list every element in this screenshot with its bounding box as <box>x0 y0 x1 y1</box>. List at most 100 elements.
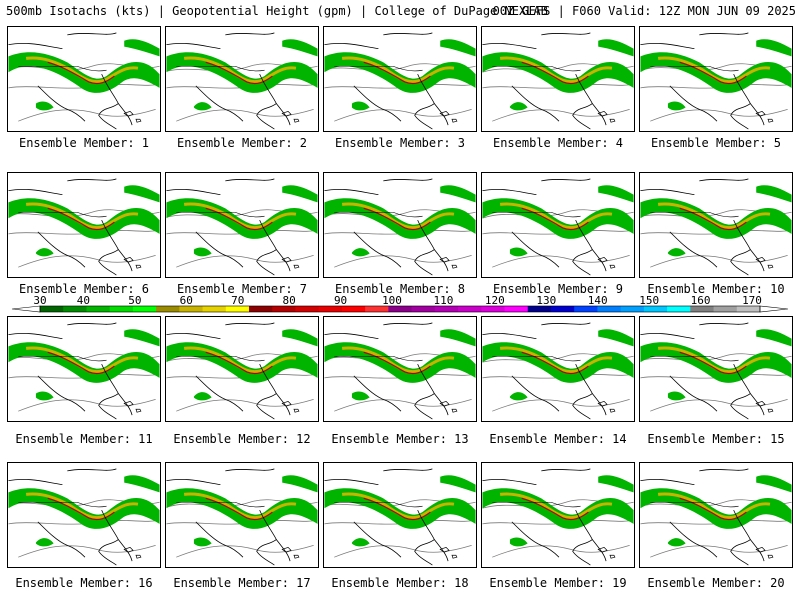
jet-core <box>47 61 115 85</box>
ensemble-member-caption: Ensemble Member: 3 <box>334 136 466 150</box>
height-contour <box>334 399 472 412</box>
colorbar-right-arrow <box>759 305 789 313</box>
islands <box>439 400 458 413</box>
coastline <box>640 468 765 566</box>
jet-core <box>499 56 613 84</box>
moisture-patch <box>667 101 686 111</box>
border-line <box>650 355 739 362</box>
border-line <box>650 501 739 508</box>
islands <box>281 400 300 413</box>
ensemble-member-caption: Ensemble Member: 12 <box>173 432 311 446</box>
colorbar-tick-label: 90 <box>334 294 347 307</box>
jet-fragment <box>440 475 476 493</box>
ensemble-member-caption: Ensemble Member: 14 <box>489 432 627 446</box>
colorbar-tick-label: 150 <box>639 294 659 307</box>
map-header: 500mb Isotachs (kts) | Geopotential Heig… <box>6 4 796 22</box>
colorbar-swatch <box>295 306 320 312</box>
moisture-patch <box>351 101 370 111</box>
coastline <box>166 178 291 276</box>
jet-streak <box>482 52 634 93</box>
jet-fragment <box>756 329 792 347</box>
colorbar-tick-label: 100 <box>382 294 402 307</box>
islands <box>439 256 458 269</box>
ensemble-member-caption: Ensemble Member: 5 <box>650 136 782 150</box>
jet-fragment <box>598 39 634 57</box>
colorbar-swatch <box>527 306 552 312</box>
jet-fragment <box>756 39 792 57</box>
islands <box>597 110 616 123</box>
height-contour <box>176 399 314 412</box>
ensemble-member-map <box>323 26 477 132</box>
moisture-patch <box>667 391 686 401</box>
jet-core <box>341 56 455 84</box>
islands <box>597 400 616 413</box>
border-line <box>650 211 739 218</box>
jet-core <box>183 492 297 520</box>
islands <box>755 546 774 559</box>
map-graphic <box>166 317 318 421</box>
jet-fragment <box>440 39 476 57</box>
border-line <box>18 65 107 72</box>
ensemble-member-map <box>481 172 635 278</box>
border-line <box>176 501 265 508</box>
jet-core <box>521 207 589 231</box>
jet-core <box>25 56 139 84</box>
map-graphic <box>166 173 318 277</box>
jet-fragment <box>598 185 634 203</box>
coastline <box>324 178 449 276</box>
colorbar-swatch <box>550 306 575 312</box>
ensemble-member-map <box>7 172 161 278</box>
jet-streak <box>482 342 634 383</box>
colorbar-swatch <box>411 306 436 312</box>
border-line <box>176 65 265 72</box>
coastline <box>166 468 291 566</box>
ensemble-member-map <box>165 172 319 278</box>
moisture-patch <box>193 247 212 257</box>
height-contour <box>18 255 156 268</box>
jet-fragment <box>124 475 160 493</box>
jet-core <box>341 346 455 374</box>
ensemble-member-map <box>165 462 319 568</box>
coastline <box>324 32 449 130</box>
jet-core <box>679 351 747 375</box>
islands <box>123 546 142 559</box>
colorbar-tick-label: 50 <box>128 294 141 307</box>
jet-streak <box>8 342 160 383</box>
height-contour <box>176 255 314 268</box>
colorbar-swatch <box>597 306 622 312</box>
jet-core <box>47 207 115 231</box>
jet-core <box>657 346 771 374</box>
jet-core <box>679 497 747 521</box>
jet-core <box>363 207 431 231</box>
ensemble-member-map <box>639 462 793 568</box>
border-line <box>176 211 265 218</box>
border-line <box>334 501 423 508</box>
jet-core <box>25 202 139 230</box>
border-line <box>334 211 423 218</box>
moisture-patch <box>193 392 212 401</box>
islands <box>439 110 458 123</box>
jet-core <box>657 492 771 520</box>
jet-fragment <box>598 475 634 493</box>
colorbar-swatch <box>63 306 87 312</box>
height-contour <box>492 399 630 412</box>
jet-core <box>363 61 431 85</box>
jet-core <box>341 202 455 230</box>
height-contour <box>18 399 156 412</box>
jet-streak <box>640 342 792 383</box>
jet-streak <box>166 198 318 239</box>
map-graphic <box>324 463 476 567</box>
colorbar-swatch <box>667 306 691 312</box>
jet-fragment <box>124 329 160 347</box>
jet-fragment <box>440 185 476 203</box>
height-contour <box>176 109 314 122</box>
jet-fragment <box>440 329 476 347</box>
colorbar-tick-label: 60 <box>180 294 193 307</box>
run-info: 00Z GEFS | F060 Valid: 12Z MON JUN 09 20… <box>492 4 796 18</box>
colorbar-tick-label: 170 <box>742 294 762 307</box>
map-graphic <box>482 317 634 421</box>
jet-core <box>499 202 613 230</box>
border-line <box>334 355 423 362</box>
colorbar-swatch <box>690 306 715 312</box>
ensemble-member-map <box>481 26 635 132</box>
